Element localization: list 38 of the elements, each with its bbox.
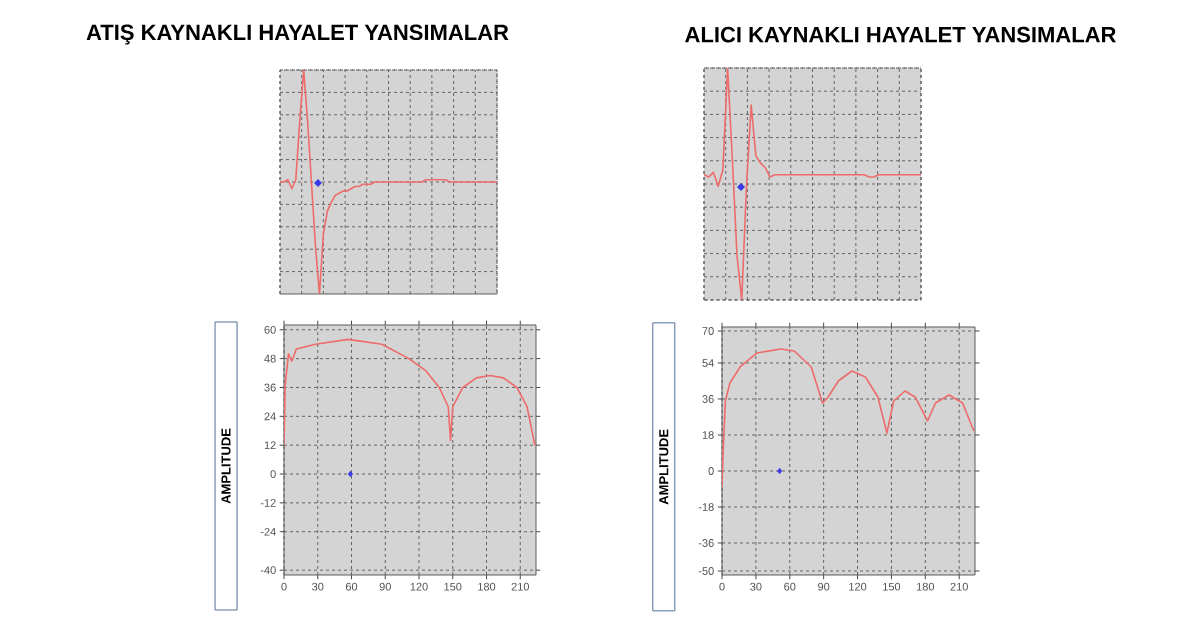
line-series [284, 338, 536, 446]
chart-title: ATIŞ KAYNAKLI HAYALET YANSIMALAR [86, 24, 509, 45]
x-tick-label: 150 [444, 582, 462, 591]
x-tick-label: 0 [281, 582, 287, 591]
x-tick-label: 90 [818, 582, 830, 591]
x-tick-label: 0 [719, 582, 725, 591]
y-tick-label: -36 [698, 539, 714, 547]
chart-title: ALICI KAYNAKLI HAYALET YANSIMALAR [685, 26, 1116, 43]
y-tick-label: 54 [702, 359, 714, 367]
x-tick-label: 180 [478, 582, 496, 591]
x-tick-label: 60 [345, 582, 358, 591]
y-axis-title: AMPLITUDE [659, 429, 669, 505]
x-tick-label: 30 [312, 582, 324, 591]
y-tick-label: 70 [702, 327, 714, 335]
x-tick-label: 150 [883, 582, 901, 591]
y-tick-label: 36 [264, 383, 276, 392]
y-axis-title: AMPLITUDE [221, 428, 231, 504]
x-tick-label: 180 [916, 582, 935, 591]
y-tick-label: 36 [702, 395, 714, 403]
y-tick-label: 0 [270, 470, 276, 478]
y-tick-label: 18 [702, 431, 714, 439]
x-tick-label: 60 [784, 582, 796, 591]
y-tick-label: 48 [264, 354, 276, 363]
x-tick-label: 90 [379, 582, 391, 591]
y-tick-label: -50 [698, 567, 714, 575]
y-tick-label: -12 [260, 499, 276, 507]
x-tick-label: 120 [849, 582, 867, 591]
x-tick-label: 210 [511, 582, 529, 591]
y-tick-label: -24 [260, 527, 276, 536]
y-tick-label: 0 [708, 467, 714, 475]
y-tick-label: -18 [698, 503, 714, 511]
x-tick-label: 30 [750, 582, 762, 591]
x-tick-label: 120 [410, 582, 428, 591]
y-tick-label: 12 [264, 441, 276, 450]
x-tick-label: 210 [950, 582, 968, 591]
y-tick-label: -40 [260, 566, 276, 575]
y-tick-label: 24 [264, 412, 276, 421]
y-tick-label: 60 [264, 325, 276, 334]
